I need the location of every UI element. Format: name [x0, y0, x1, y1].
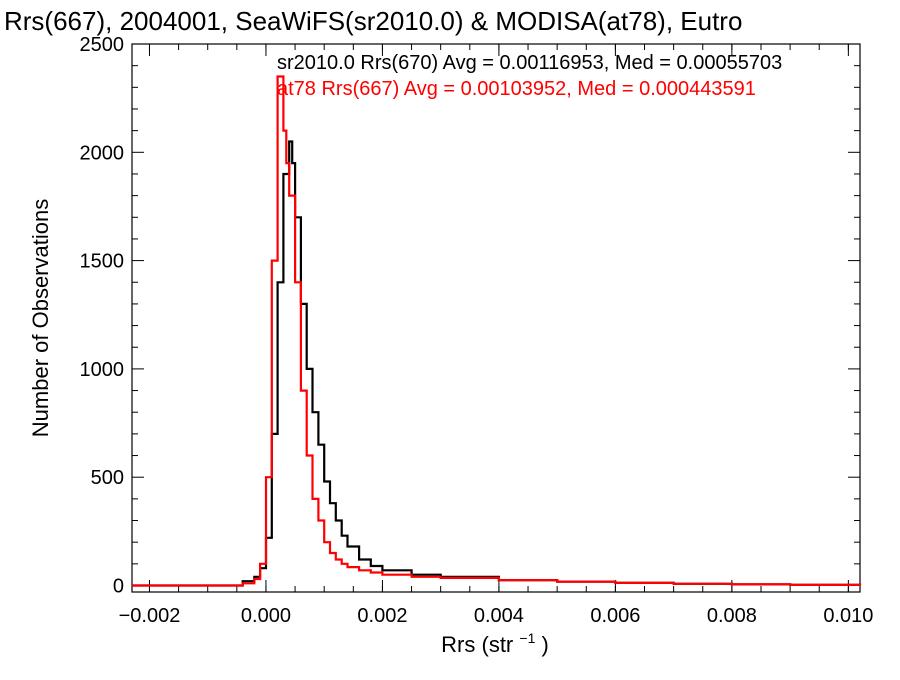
series-line-modisa — [132, 75, 862, 587]
x-tick-label: 0.008 — [707, 605, 757, 627]
x-axis-label: Rrs (str −1 ) — [441, 623, 549, 657]
y-tick-label: 500 — [91, 467, 124, 489]
legend-entry-modisa: at78 Rrs(667) Avg = 0.00103952, Med = 0.… — [277, 78, 756, 100]
x-axis-label-close: ) — [541, 632, 548, 657]
x-tick-label: 0.000 — [241, 605, 291, 627]
y-tick-label: 1000 — [80, 359, 125, 381]
x-tick-label: 0.006 — [590, 605, 640, 627]
x-tick-label: 0.004 — [474, 605, 524, 627]
x-axis-label-main: Rrs (str — [441, 632, 513, 657]
y-axis-label: Number of Observations — [28, 199, 53, 437]
plot-frame — [131, 43, 861, 593]
y-tick-label: 0 — [113, 576, 124, 598]
y-tick-label: 2000 — [80, 142, 125, 164]
x-tick-label: 0.002 — [357, 605, 407, 627]
plot-layer: −0.002 0.000 0.002 0.004 0.006 0.008 0.010 0 500… — [80, 34, 874, 627]
chart-title: Rrs(667), 2004001, SeaWiFS(sr2010.0) & M… — [4, 6, 742, 36]
x-axis-label-exponent: −1 — [519, 630, 535, 646]
x-tick-label: −0.002 — [119, 605, 181, 627]
legend-entry-seawifs: sr2010.0 Rrs(670) Avg = 0.00116953, Med … — [277, 52, 782, 74]
y-tick-label: 2500 — [80, 34, 125, 56]
x-tick-label: 0.010 — [823, 605, 873, 627]
y-tick-label: 1500 — [80, 251, 125, 273]
series-line-seawifs — [132, 140, 862, 587]
